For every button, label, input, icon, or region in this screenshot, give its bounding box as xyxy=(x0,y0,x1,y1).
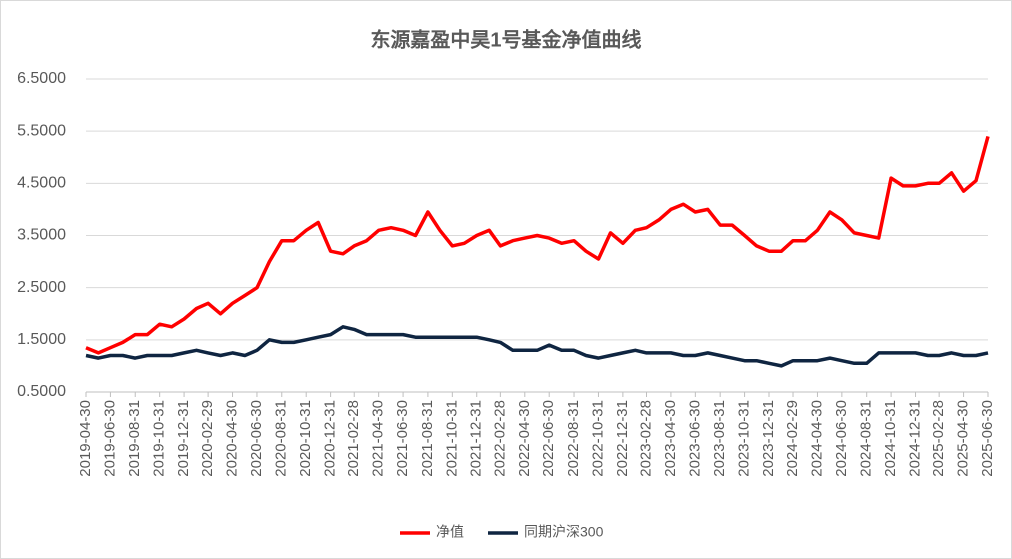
y-tick-label: 4.5000 xyxy=(17,175,66,192)
x-tick-label: 2024-06-30 xyxy=(833,400,850,477)
x-tick-label: 2025-06-30 xyxy=(979,400,996,477)
x-tick-label: 2024-02-29 xyxy=(784,400,801,477)
legend-label: 同期沪深300 xyxy=(524,524,604,540)
x-tick-label: 2024-04-30 xyxy=(808,400,825,477)
x-tick-label: 2022-02-28 xyxy=(491,400,508,477)
y-tick-label: 5.5000 xyxy=(17,122,66,139)
x-tick-label: 2019-08-31 xyxy=(126,400,143,477)
x-tick-label: 2024-12-31 xyxy=(907,400,924,477)
y-tick-label: 2.5000 xyxy=(17,279,66,296)
x-tick-label: 2019-12-31 xyxy=(175,400,192,477)
y-tick-label: 1.5000 xyxy=(17,331,66,348)
y-tick-label: 3.5000 xyxy=(17,227,66,244)
x-tick-label: 2022-06-30 xyxy=(540,400,557,477)
x-tick-label: 2021-12-31 xyxy=(468,400,485,477)
x-tick-label: 2021-06-30 xyxy=(394,400,411,477)
x-tick-label: 2020-08-31 xyxy=(273,400,290,477)
x-tick-label: 2022-12-31 xyxy=(614,400,631,477)
x-tick-label: 2020-02-29 xyxy=(199,400,216,477)
series-line xyxy=(85,325,989,368)
x-tick-label: 2024-10-31 xyxy=(882,400,899,477)
series-line xyxy=(85,135,990,355)
x-tick-label: 2021-04-30 xyxy=(370,400,387,477)
x-tick-label: 2023-12-31 xyxy=(760,400,777,477)
x-tick-label: 2021-02-28 xyxy=(345,400,362,477)
x-tick-label: 2025-02-28 xyxy=(930,400,947,477)
x-tick-label: 2023-06-30 xyxy=(686,400,703,477)
legend-label: 净值 xyxy=(436,524,464,540)
x-tick-label: 2019-10-31 xyxy=(151,400,168,477)
x-tick-label: 2023-02-28 xyxy=(637,400,654,477)
chart-title: 东源嘉盈中昊1号基金净值曲线 xyxy=(370,27,641,51)
x-tick-label: 2023-10-31 xyxy=(736,400,753,477)
y-tick-label: 0.5000 xyxy=(17,383,66,400)
x-tick-label: 2022-04-30 xyxy=(516,400,533,477)
x-tick-label: 2022-08-31 xyxy=(565,400,582,477)
x-tick-label: 2020-12-31 xyxy=(322,400,339,477)
x-tick-label: 2019-06-30 xyxy=(101,400,118,477)
x-tick-label: 2020-04-30 xyxy=(223,400,240,477)
x-tick-label: 2020-06-30 xyxy=(248,400,265,477)
y-tick-label: 6.5000 xyxy=(17,70,66,87)
x-tick-label: 2021-10-31 xyxy=(443,400,460,477)
x-tick-label: 2024-08-31 xyxy=(858,400,875,477)
x-tick-label: 2023-08-31 xyxy=(711,400,728,477)
x-tick-label: 2022-10-31 xyxy=(589,400,606,477)
x-tick-label: 2020-10-31 xyxy=(297,400,314,477)
x-tick-label: 2019-04-30 xyxy=(77,400,94,477)
x-tick-label: 2023-04-30 xyxy=(662,400,679,477)
x-tick-label: 2025-04-30 xyxy=(955,400,972,477)
x-tick-label: 2021-08-31 xyxy=(419,400,436,477)
